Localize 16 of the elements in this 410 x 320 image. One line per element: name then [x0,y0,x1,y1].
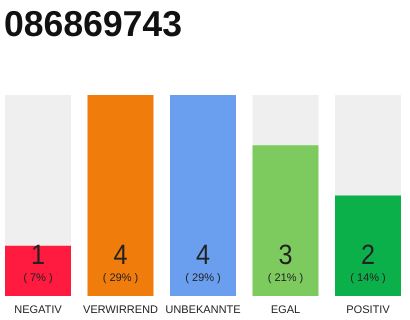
chart-title: 086869743 [4,3,184,44]
x-tick-label: POSITIV [346,304,390,316]
annotation: ( 14% ) [350,272,386,284]
annotation: ( 21% ) [268,272,304,284]
data-label: 1 [31,239,47,270]
x-tick-label: EGAL [270,304,300,316]
annotation: ( 29% ) [102,272,138,284]
data-label: 4 [196,239,212,270]
x-tick-label: NEGATIV [14,304,62,316]
data-label: 3 [278,239,294,270]
annotation: ( 7% ) [23,272,53,284]
x-tick-label: VERWIRREND [83,304,158,316]
data-label: 4 [114,239,130,270]
x-tick-label: UNBEKANNTE [165,304,241,316]
data-label: 2 [361,239,377,270]
annotation: ( 29% ) [185,272,221,284]
